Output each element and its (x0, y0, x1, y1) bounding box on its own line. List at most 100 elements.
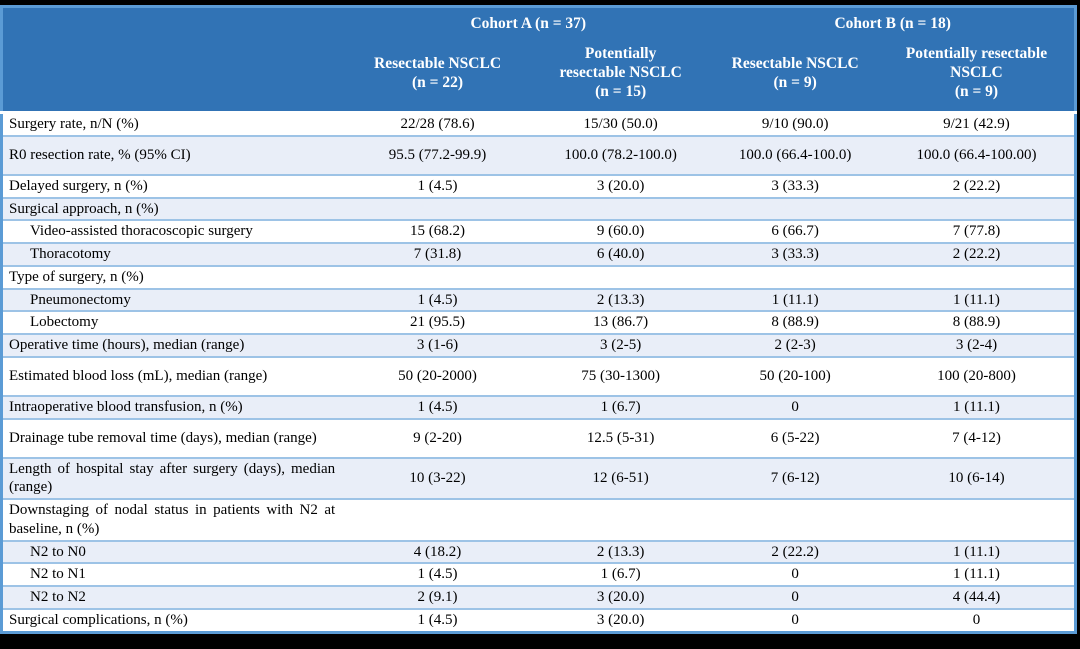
row-label: Surgical approach, n (%) (1, 196, 346, 221)
cell-value: 1 (4.5) (345, 607, 530, 632)
cell-value (711, 196, 879, 221)
table-row: N2 to N1 1 (4.5) 1 (6.7) 0 1 (11.1) (1, 562, 1076, 586)
cell-value: 2 (22.2) (711, 539, 879, 564)
row-label: Surgery rate, n/N (%) (1, 110, 346, 136)
cell-value: 50 (20-2000) (345, 355, 530, 396)
cell-value (345, 196, 530, 221)
table-row: Estimated blood loss (mL), median (range… (1, 355, 1076, 396)
cell-value: 1 (6.7) (529, 562, 712, 586)
cell-value: 75 (30-1300) (529, 355, 712, 396)
cell-value: 2 (13.3) (529, 539, 712, 564)
table-row: Type of surgery, n (%) (1, 264, 1076, 289)
col-header-name: Resectable NSCLC (374, 54, 502, 72)
table-row: Lobectomy 21 (95.5) 13 (86.7) 8 (88.9) 8… (1, 310, 1076, 334)
table-row: Surgery rate, n/N (%) 22/28 (78.6) 15/30… (1, 110, 1076, 136)
cell-value: 2 (2-3) (711, 333, 879, 357)
cell-value: 22/28 (78.6) (345, 110, 530, 136)
col-header-potentially-resectable-b: Potentially resectable NSCLC (n = 9) (878, 36, 1076, 113)
cell-value: 7 (6-12) (711, 456, 879, 499)
cell-value: 4 (44.4) (878, 585, 1076, 609)
row-label: Downstaging of nodal status in patients … (1, 498, 346, 541)
cell-value: 9 (60.0) (529, 219, 712, 243)
cell-value: 1 (11.1) (878, 562, 1076, 586)
col-header-resectable-a: Resectable NSCLC (n = 22) (345, 36, 530, 113)
cell-value (878, 264, 1076, 289)
table-row: N2 to N2 2 (9.1) 3 (20.0) 0 4 (44.4) (1, 585, 1076, 609)
cell-value: 100 (20-800) (878, 355, 1076, 396)
cell-value: 2 (22.2) (878, 173, 1076, 198)
col-header-name: Potentially resectable NSCLC (559, 45, 682, 82)
cell-value: 0 (878, 607, 1076, 632)
cell-value: 8 (88.9) (711, 310, 879, 334)
cell-value: 3 (1-6) (345, 333, 530, 357)
cell-value (878, 196, 1076, 221)
cell-value: 0 (711, 607, 879, 632)
row-label: Type of surgery, n (%) (1, 264, 346, 289)
row-label: Thoracotomy (1, 242, 346, 266)
col-header-name: Potentially resectable NSCLC (905, 45, 1048, 82)
cell-value: 2 (9.1) (345, 585, 530, 609)
cell-value: 95.5 (77.2-99.9) (345, 134, 530, 175)
cell-value: 50 (20-100) (711, 355, 879, 396)
col-header-potentially-resectable-a: Potentially resectable NSCLC (n = 15) (529, 36, 712, 113)
cell-value: 7 (4-12) (878, 417, 1076, 458)
cell-value (711, 498, 879, 541)
cell-value: 1 (6.7) (529, 394, 712, 419)
cell-value: 1 (4.5) (345, 394, 530, 419)
cell-value: 21 (95.5) (345, 310, 530, 334)
cell-value: 3 (33.3) (711, 242, 879, 266)
cohort-header-row: Cohort A (n = 37) Cohort B (n = 18) (1, 6, 1076, 113)
cell-value: 3 (20.0) (529, 173, 712, 198)
cell-value (529, 196, 712, 221)
surgical-outcomes-table: Cohort A (n = 37) Cohort B (n = 18) Rese… (0, 5, 1077, 634)
cell-value: 2 (22.2) (878, 242, 1076, 266)
cell-value: 1 (11.1) (878, 394, 1076, 419)
cell-value (345, 264, 530, 289)
table-row: Delayed surgery, n (%) 1 (4.5) 3 (20.0) … (1, 173, 1076, 198)
cell-value: 1 (4.5) (345, 287, 530, 312)
cell-value: 9/10 (90.0) (711, 110, 879, 136)
table-row: Video-assisted thoracoscopic surgery 15 … (1, 219, 1076, 243)
cell-value: 15 (68.2) (345, 219, 530, 243)
cell-value: 1 (4.5) (345, 562, 530, 586)
cell-value: 8 (88.9) (878, 310, 1076, 334)
col-header-n: (n = 15) (595, 82, 647, 100)
cell-value: 3 (20.0) (529, 585, 712, 609)
cell-value: 12.5 (5-31) (529, 417, 712, 458)
row-label: N2 to N2 (1, 585, 346, 609)
cell-value: 3 (20.0) (529, 607, 712, 632)
cell-value: 6 (5-22) (711, 417, 879, 458)
cell-value: 3 (33.3) (711, 173, 879, 198)
column-header-row: Resectable NSCLC (n = 22) Potentially re… (2, 36, 1076, 113)
table-body: Surgery rate, n/N (%) 22/28 (78.6) 15/30… (1, 110, 1076, 632)
row-label: Estimated blood loss (mL), median (range… (1, 355, 346, 396)
row-label: Lobectomy (1, 310, 346, 334)
row-label: Operative time (hours), median (range) (1, 333, 346, 357)
table-row: Thoracotomy 7 (31.8) 6 (40.0) 3 (33.3) 2… (1, 242, 1076, 266)
table-row: R0 resection rate, % (95% CI) 95.5 (77.2… (1, 134, 1076, 175)
cell-value: 10 (3-22) (345, 456, 530, 499)
cell-value (345, 498, 530, 541)
cell-value: 3 (2-5) (529, 333, 712, 357)
cell-value: 7 (31.8) (345, 242, 530, 266)
row-label: R0 resection rate, % (95% CI) (1, 134, 346, 175)
cell-value: 9 (2-20) (345, 417, 530, 458)
table-row: Surgical complications, n (%) 1 (4.5) 3 … (1, 607, 1076, 632)
cell-value: 0 (711, 585, 879, 609)
row-label: Delayed surgery, n (%) (1, 173, 346, 198)
cell-value: 7 (77.8) (878, 219, 1076, 243)
cell-value: 1 (11.1) (878, 539, 1076, 564)
cell-value: 100.0 (66.4-100.00) (878, 134, 1076, 175)
table-row: N2 to N0 4 (18.2) 2 (13.3) 2 (22.2) 1 (1… (1, 539, 1076, 564)
cell-value: 100.0 (78.2-100.0) (529, 134, 712, 175)
row-label: Video-assisted thoracoscopic surgery (1, 219, 346, 243)
cell-value: 0 (711, 394, 879, 419)
row-label: Pneumonectomy (1, 287, 346, 312)
table-row: Drainage tube removal time (days), media… (1, 417, 1076, 458)
col-header-n: (n = 9) (954, 82, 999, 100)
cell-value: 12 (6-51) (529, 456, 712, 499)
table-row: Operative time (hours), median (range) 3… (1, 333, 1076, 357)
cell-value (711, 264, 879, 289)
table-header: Cohort A (n = 37) Cohort B (n = 18) Rese… (1, 6, 1076, 113)
